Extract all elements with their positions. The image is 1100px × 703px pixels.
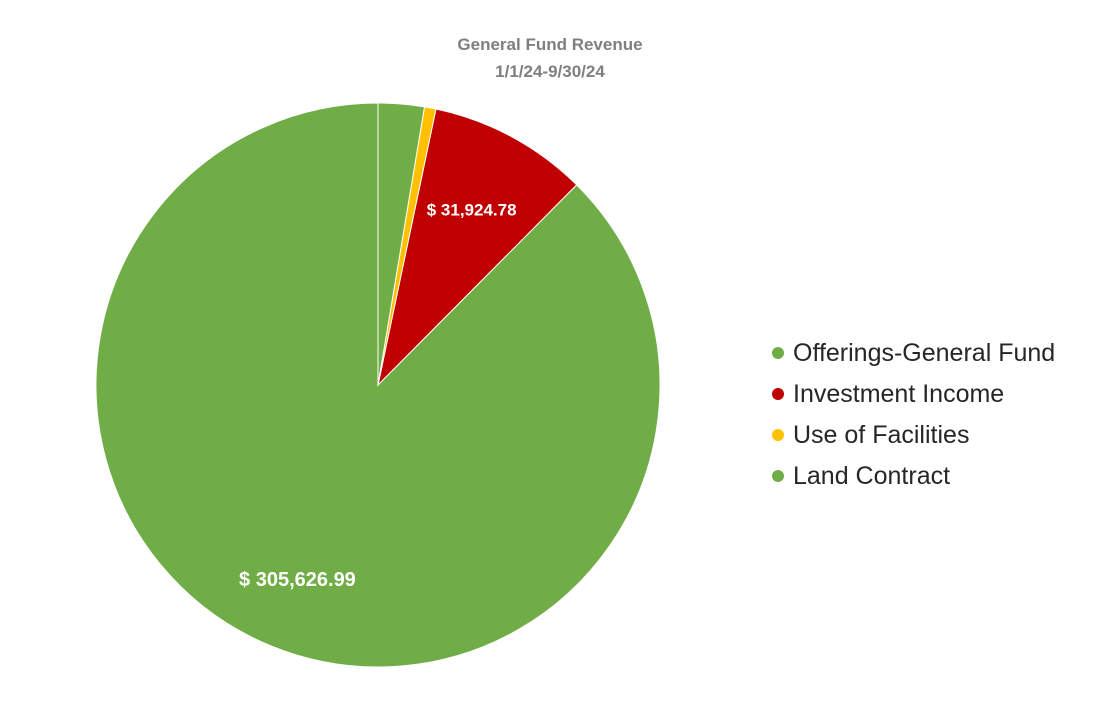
data-label-investment-income: $ 31,924.78 xyxy=(427,201,517,220)
data-label-offerings-general-fund: $ 305,626.99 xyxy=(239,569,356,591)
pie-slice-offerings-general-fund xyxy=(95,102,661,668)
legend-label-investment-income: Investment Income xyxy=(793,380,1004,408)
chart-title: General Fund Revenue xyxy=(457,35,642,54)
legend-marker-offerings-general-fund xyxy=(772,347,784,359)
pie-slice-land-contract xyxy=(377,102,426,386)
legend: Offerings-General Fund Investment Income U… xyxy=(772,339,1055,490)
pie-data-labels: $ 305,626.99 $ 31,924.78 xyxy=(239,201,517,591)
legend-label-offerings-general-fund: Offerings-General Fund xyxy=(793,339,1055,367)
legend-label-use-of-facilities: Use of Facilities xyxy=(793,421,969,449)
legend-marker-use-of-facilities xyxy=(772,429,784,441)
chart-subtitle: 1/1/24-9/30/24 xyxy=(495,62,605,81)
legend-marker-land-contract xyxy=(772,470,784,482)
legend-label-land-contract: Land Contract xyxy=(793,462,950,490)
legend-marker-investment-income xyxy=(772,388,784,400)
pie-slice-investment-income xyxy=(377,108,578,387)
pie-slices xyxy=(95,102,661,668)
